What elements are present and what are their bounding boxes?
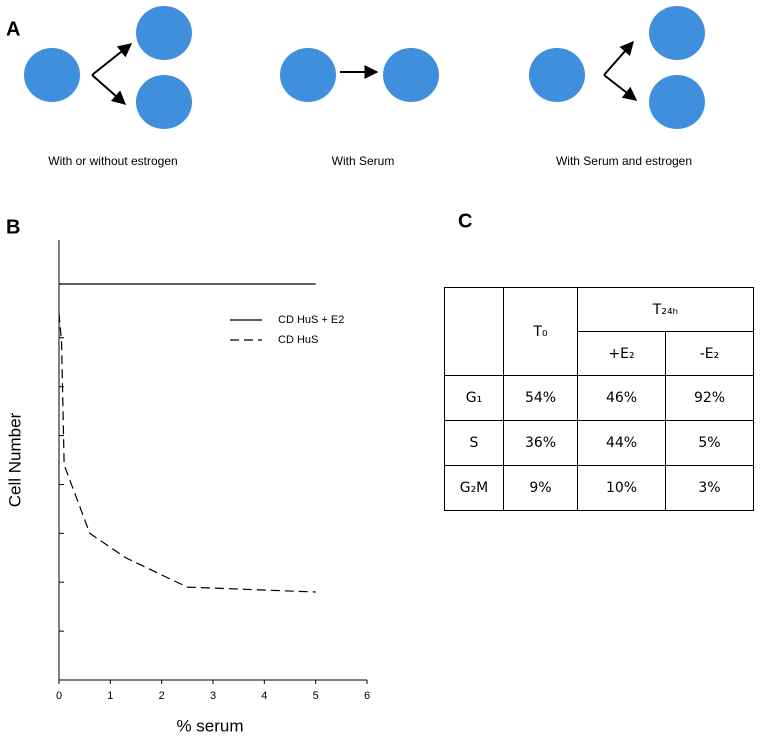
header-cell: T₂₄ₕ <box>577 287 754 332</box>
plot: 0 1 2 3 4 5 6 CD HuS + E2 CD HuS <box>56 240 370 702</box>
table-cell: 46% <box>577 375 666 421</box>
x-tick-label: 6 <box>364 690 370 702</box>
y-axis-label: Cell Number <box>5 412 24 507</box>
cell <box>444 287 504 376</box>
table-cell: 10% <box>577 465 666 511</box>
row-header: G₂M <box>444 465 504 511</box>
arrows <box>91 40 638 105</box>
x-tick-label: 1 <box>107 690 113 702</box>
panel-label: B <box>6 216 20 238</box>
x-tick-label: 4 <box>261 690 267 702</box>
table-cell: 3% <box>665 465 754 511</box>
panel-label: C <box>458 210 472 232</box>
table-cell: 9% <box>503 465 578 511</box>
caption: With Serum and estrogen <box>556 154 692 168</box>
table-cell: 5% <box>665 420 754 466</box>
header-cell: -E₂ <box>665 331 754 376</box>
table-row: G₂M 9% 10% 3% <box>444 465 754 511</box>
x-tick-label: 3 <box>210 690 216 702</box>
x-tick-label: 0 <box>56 690 62 702</box>
table-row: S 36% 44% 5% <box>444 420 754 466</box>
row-header: S <box>444 420 504 466</box>
x-tick-label: 2 <box>159 690 165 702</box>
table-cell: 92% <box>665 375 754 421</box>
row-header: G₁ <box>444 375 504 421</box>
x-axis-label: % serum <box>176 716 243 735</box>
caption: With Serum <box>332 154 395 168</box>
table-cell: 44% <box>577 420 666 466</box>
table-body: G₁ 54% 46% 92% S 36% 44% 5% G₂M 9% 10% 3% <box>444 375 754 511</box>
x-tick-label: 5 <box>313 690 319 702</box>
caption: With or without estrogen <box>48 154 177 168</box>
legend-label: CD HuS <box>278 334 318 346</box>
series-line <box>58 313 316 593</box>
panel-label: A <box>6 18 20 40</box>
table-row: G₁ 54% 46% 92% <box>444 375 754 421</box>
table-cell: 54% <box>503 375 578 421</box>
cells <box>24 6 705 129</box>
cell-cycle-table: T₀ T₂₄ₕ +E₂ -E₂ G₁ 54% 46% 92% S 36% 44% 5% G₂M 9% 1… <box>444 287 754 511</box>
header-cell: +E₂ <box>577 331 666 376</box>
table-cell: 36% <box>503 420 578 466</box>
legend-label: CD HuS + E2 <box>278 314 344 326</box>
header-cell: T₀ <box>503 287 578 376</box>
